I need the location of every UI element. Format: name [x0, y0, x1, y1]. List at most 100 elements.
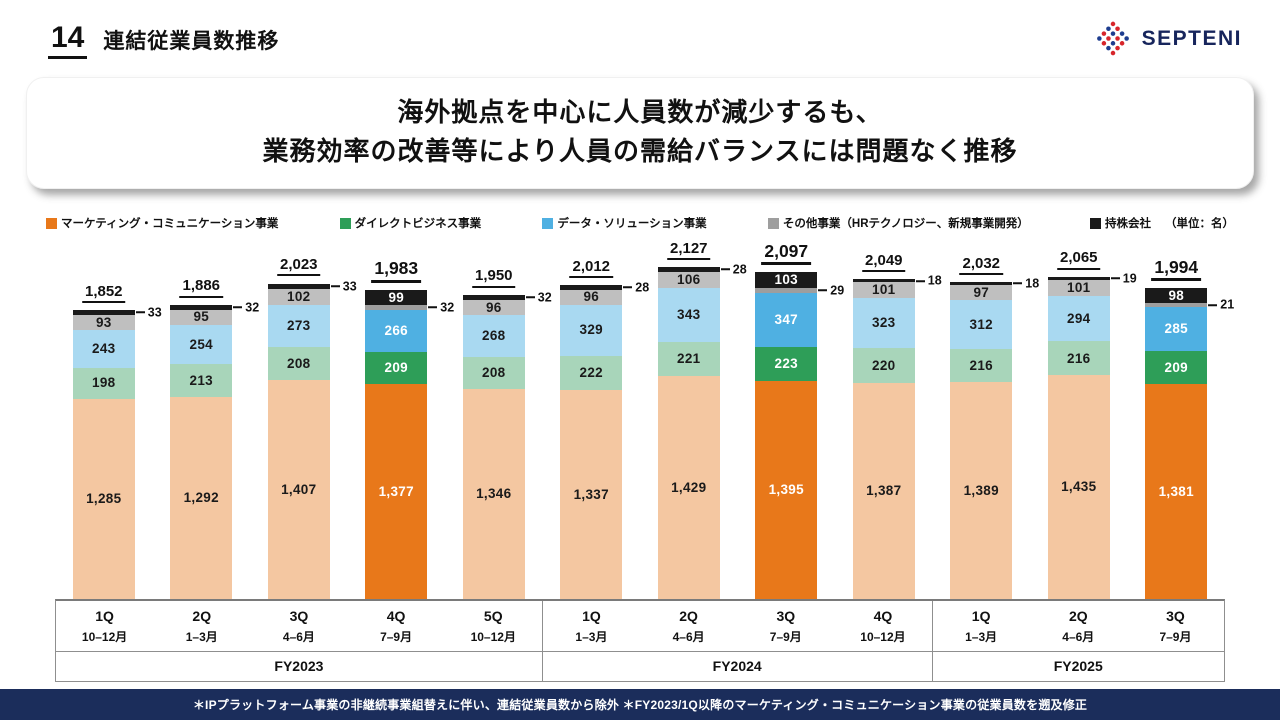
quarter-label: 1Q [95, 608, 114, 624]
stacked-bar: 101 294 216 1,435 [1047, 276, 1110, 599]
segment-holding [267, 283, 330, 289]
unit-note: （単位：名） [1165, 218, 1234, 230]
callout-number: 18 [1025, 276, 1040, 291]
page-title: 連結従業員数推移 [103, 30, 280, 53]
callout-line [818, 289, 828, 292]
segment-holding [560, 285, 623, 290]
stacked-bar: 93 243 198 1,285 [72, 310, 135, 599]
segment-marketing: 1,389 [950, 382, 1013, 599]
months-label: 10–12月 [470, 630, 516, 644]
headline-line-1: 海外拠点を中心に人員数が減少するも、 [397, 97, 883, 127]
segment-value-label: 102 [287, 288, 311, 304]
segment-value-label: 254 [189, 336, 213, 352]
callout-line [135, 311, 145, 314]
bar-column: 2,012 96 329 222 1,337 28 [543, 245, 649, 599]
segment-other: 93 [72, 315, 135, 330]
segment-value-label: 97 [973, 284, 990, 300]
callout-line [1110, 277, 1120, 280]
axis-quarter-cell: 2Q 4–6月 [1030, 601, 1127, 651]
months-label: 1–3月 [965, 630, 998, 644]
segment-value-label: 96 [583, 289, 600, 305]
segment-other: 101 [1047, 279, 1110, 296]
fiscal-year-label: FY2023 [274, 658, 324, 674]
segment-value-label: 1,435 [1061, 479, 1097, 495]
legend-item: その他事業（HRテクノロジー、新規事業開発） [767, 215, 1029, 231]
callout-holding: 18 [1013, 277, 1039, 290]
stacked-bar: 95 254 213 1,292 [170, 304, 233, 599]
legend-label: ダイレクトビジネス事業 [354, 218, 482, 230]
septeni-logo-text: SEPTENI [1141, 26, 1242, 50]
segment-data: 266 [365, 310, 428, 352]
months-label: 7–9月 [380, 630, 413, 644]
footnote-text: ＊IPプラットフォーム事業の非継続事業組替えに伴い、連結従業員数から除外 ＊FY… [192, 698, 1088, 712]
callout-line [233, 306, 243, 309]
bar-total-label: 1,950 [471, 268, 516, 288]
segment-data: 312 [950, 299, 1013, 349]
segment-marketing: 1,346 [462, 389, 525, 599]
callout-number: 32 [245, 300, 260, 315]
axis-quarter-cell: 1Q 1–3月 [541, 601, 640, 651]
segment-marketing: 1,381 [1145, 383, 1208, 599]
axis-quarter-cell: 3Q 4–6月 [250, 601, 347, 651]
segment-other: 106 [657, 271, 720, 289]
septeni-logo: SEPTENI [1093, 20, 1242, 59]
segment-value-label: 266 [384, 323, 408, 339]
segment-direct: 222 [560, 355, 623, 391]
legend-items: マーケティング・コミュニケーション事業 ダイレクトビジネス事業 データ・ソリューショ… [46, 215, 1151, 231]
segment-marketing: 1,292 [170, 397, 233, 599]
segment-value-label: 1,395 [768, 482, 804, 498]
segment-direct: 220 [852, 348, 915, 383]
segment-other [365, 305, 428, 311]
legend-label: その他事業（HRテクノロジー、新規事業開発） [782, 218, 1029, 230]
callout-holding: 33 [330, 280, 357, 293]
stacked-bar: 97 312 216 1,389 [950, 282, 1013, 599]
months-label: 1–3月 [575, 630, 608, 644]
segment-data: 268 [462, 314, 525, 357]
callout-holding: 33 [135, 306, 162, 319]
segment-value-label: 243 [92, 340, 116, 356]
quarter-label: 4Q [873, 608, 893, 624]
callout-number: 21 [1220, 297, 1235, 312]
segment-value-label: 1,285 [86, 491, 122, 506]
segment-data: 347 [755, 292, 818, 347]
headline-line-2: 業務効率の改善等により人員の需給バランスには問題なく推移 [262, 136, 1018, 166]
segment-value-label: 312 [969, 316, 993, 332]
segment-value-label: 323 [872, 315, 896, 331]
segment-marketing: 1,395 [755, 381, 818, 599]
fiscal-year-label: FY2024 [541, 652, 932, 681]
legend-item: マーケティング・コミュニケーション事業 [46, 215, 278, 231]
months-label: 10–12月 [860, 630, 906, 644]
segment-marketing: 1,387 [852, 382, 915, 599]
segment-value-label: 198 [92, 375, 116, 391]
segment-direct: 221 [657, 341, 720, 377]
callout-line [915, 279, 925, 282]
callout-number: 32 [440, 300, 455, 315]
legend-swatch [46, 217, 57, 229]
segment-value-label: 208 [287, 355, 311, 371]
callout-line [428, 306, 438, 309]
callout-line [525, 296, 535, 299]
segment-value-label: 222 [579, 365, 603, 381]
segment-value-label: 220 [872, 357, 896, 373]
callout-line [720, 268, 730, 271]
segment-value-label: 268 [482, 327, 506, 343]
stacked-bar: 102 273 208 1,407 [267, 283, 330, 599]
quarter-label: 1Q [971, 608, 991, 624]
segment-data: 243 [72, 329, 135, 368]
segment-value-label: 101 [872, 282, 896, 298]
quarter-label: 4Q [386, 608, 406, 624]
segment-holding [852, 279, 915, 283]
segment-marketing: 1,337 [560, 390, 623, 599]
segment-direct: 223 [755, 346, 818, 382]
segment-value-label: 209 [1164, 359, 1188, 375]
segment-value-label: 213 [189, 373, 213, 389]
bar-total-label: 2,127 [666, 240, 711, 261]
stacked-bar: 101 323 220 1,387 [852, 279, 915, 599]
segment-marketing: 1,429 [657, 376, 720, 599]
bar-total-label: 1,852 [81, 283, 126, 304]
segment-value-label: 273 [287, 318, 311, 334]
segment-value-label: 106 [677, 272, 701, 288]
segment-holding [950, 282, 1013, 285]
legend-item: ダイレクトビジネス事業 [339, 215, 482, 231]
axis-quarter-cell: 5Q 10–12月 [445, 601, 542, 651]
